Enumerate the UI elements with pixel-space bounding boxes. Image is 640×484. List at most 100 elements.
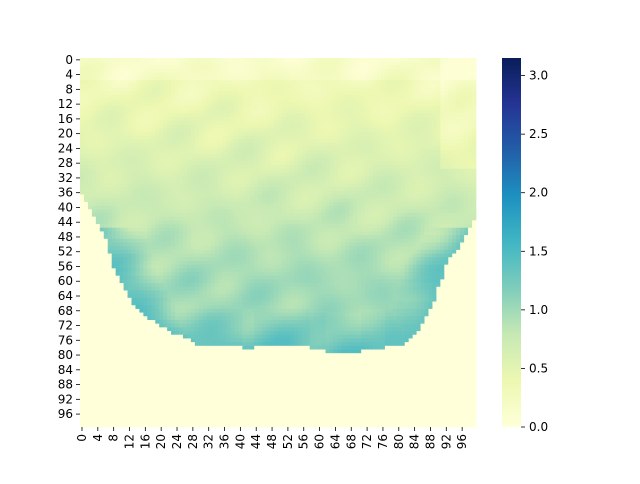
heatmap-cell xyxy=(198,109,204,114)
heatmap-cell xyxy=(182,220,188,225)
heatmap-cell xyxy=(456,91,461,96)
heatmap-cell xyxy=(293,146,299,151)
heatmap-cell xyxy=(341,201,346,206)
heatmap-cell xyxy=(258,161,263,166)
heatmap-cell xyxy=(115,150,120,155)
heatmap-cell xyxy=(380,198,386,203)
heatmap-cell xyxy=(143,179,148,184)
heatmap-cell xyxy=(408,105,413,111)
heatmap-cell xyxy=(408,98,413,103)
heatmap-cell xyxy=(250,220,255,225)
heatmap-cell xyxy=(270,176,275,181)
heatmap-cell xyxy=(198,69,204,74)
heatmap-cell xyxy=(218,120,223,125)
heatmap-cell xyxy=(412,198,417,203)
heatmap-cell xyxy=(115,212,120,218)
heatmap-cell xyxy=(309,139,314,144)
heatmap-cell xyxy=(155,65,160,70)
heatmap-cell xyxy=(218,238,223,243)
heatmap-cell xyxy=(151,98,156,103)
heatmap-cell xyxy=(353,94,358,99)
heatmap-cell xyxy=(278,227,283,232)
heatmap-cell xyxy=(313,179,318,184)
heatmap-cell xyxy=(432,201,437,206)
heatmap-cell xyxy=(460,128,465,133)
heatmap-cell xyxy=(404,135,410,140)
heatmap-cell xyxy=(151,224,156,229)
heatmap-cell xyxy=(365,94,370,99)
heatmap-cell xyxy=(361,224,366,229)
heatmap-cell xyxy=(179,190,184,195)
heatmap-cell xyxy=(436,172,441,177)
heatmap-cell xyxy=(270,205,275,210)
heatmap-cell xyxy=(460,198,465,203)
heatmap-cell xyxy=(163,212,168,218)
heatmap-cell xyxy=(440,87,445,92)
heatmap-cell xyxy=(337,102,342,107)
heatmap-cell xyxy=(460,117,465,122)
heatmap-cell xyxy=(278,168,283,173)
heatmap-cell xyxy=(468,205,473,210)
heatmap-cell xyxy=(127,135,132,140)
heatmap-cell xyxy=(131,131,136,136)
heatmap-cell xyxy=(135,205,140,210)
heatmap-cell xyxy=(432,72,437,77)
heatmap-cell xyxy=(432,198,437,203)
heatmap-cell xyxy=(131,150,136,155)
heatmap-cell xyxy=(266,224,271,229)
heatmap-cell xyxy=(281,80,287,85)
heatmap-cell xyxy=(242,168,247,173)
heatmap-cell xyxy=(432,187,437,192)
heatmap-cell xyxy=(440,109,445,114)
heatmap-cell xyxy=(131,187,136,192)
heatmap-cell xyxy=(103,65,109,70)
heatmap-cell xyxy=(171,117,176,122)
heatmap-cell xyxy=(258,220,263,225)
heatmap-cell xyxy=(262,190,267,195)
heatmap-cell xyxy=(333,168,338,173)
heatmap-cell xyxy=(432,161,437,166)
heatmap-cell xyxy=(171,58,176,63)
heatmap-cell xyxy=(182,124,188,129)
heatmap-cell xyxy=(357,131,362,136)
heatmap-cell xyxy=(325,146,330,151)
heatmap-cell xyxy=(163,168,168,173)
heatmap-cell xyxy=(87,238,93,243)
heatmap-cell xyxy=(222,142,227,147)
heatmap-cell xyxy=(175,220,180,225)
heatmap-cell xyxy=(155,157,160,162)
heatmap-cell xyxy=(242,187,247,192)
heatmap-cell xyxy=(258,150,263,155)
heatmap-cell xyxy=(281,131,287,136)
heatmap-cell xyxy=(206,216,212,221)
heatmap-cell xyxy=(321,128,326,133)
heatmap-cell xyxy=(325,238,330,243)
heatmap-cell xyxy=(353,220,358,225)
heatmap-cell xyxy=(289,227,295,232)
heatmap-cell xyxy=(388,98,394,103)
heatmap-cell xyxy=(392,117,398,122)
heatmap-cell xyxy=(293,105,299,111)
heatmap-cell xyxy=(190,113,196,118)
heatmap-cell xyxy=(159,142,164,147)
heatmap-cell xyxy=(408,146,413,151)
heatmap-cell xyxy=(460,238,465,243)
heatmap-cell xyxy=(163,80,168,85)
heatmap-cell xyxy=(143,187,148,192)
heatmap-cell xyxy=(115,168,120,173)
heatmap-cell xyxy=(452,168,457,173)
heatmap-cell xyxy=(373,105,378,111)
heatmap-cell xyxy=(396,61,402,66)
heatmap-cell xyxy=(460,76,465,81)
heatmap-cell xyxy=(198,176,204,181)
heatmap-cell xyxy=(341,209,346,214)
heatmap-cell xyxy=(278,102,283,107)
heatmap-cell xyxy=(329,157,334,162)
heatmap-cell xyxy=(373,131,378,136)
heatmap-cell xyxy=(297,235,303,240)
heatmap-cell xyxy=(135,227,140,232)
heatmap-cell xyxy=(424,131,429,136)
heatmap-cell xyxy=(147,105,152,111)
heatmap-cell xyxy=(254,235,259,240)
heatmap-cell xyxy=(353,80,358,85)
